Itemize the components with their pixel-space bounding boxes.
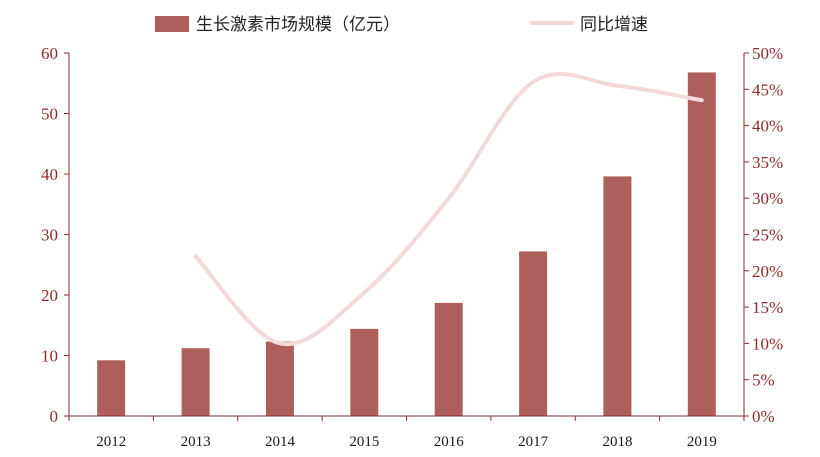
bar-2019 bbox=[687, 72, 716, 417]
x-tick-label: 2017 bbox=[518, 434, 549, 450]
axes bbox=[64, 52, 749, 421]
legend: 生长激素市场规模（亿元） 同比增速 bbox=[155, 15, 648, 35]
y-right-tick-label: 35% bbox=[752, 153, 783, 172]
bar-2012 bbox=[97, 360, 126, 416]
legend-line-label: 同比增速 bbox=[580, 15, 648, 35]
bar-2013 bbox=[181, 348, 210, 416]
bar-2016 bbox=[434, 302, 463, 416]
x-tick-label: 2012 bbox=[96, 434, 126, 450]
bar-2017 bbox=[519, 251, 548, 416]
y-right-tick-label: 15% bbox=[752, 298, 783, 317]
y-left-tick-label: 60 bbox=[41, 44, 58, 63]
x-tick-label: 2013 bbox=[181, 434, 211, 450]
x-tick-label: 2014 bbox=[265, 434, 296, 450]
y-left-tick-label: 50 bbox=[41, 105, 58, 124]
x-tick-label: 2015 bbox=[349, 434, 379, 450]
growth-line bbox=[193, 71, 704, 347]
y-right-tick-label: 25% bbox=[752, 226, 783, 245]
y-right-tick-label: 45% bbox=[752, 80, 783, 99]
legend-bar-swatch bbox=[155, 16, 189, 32]
axis-labels: 0 10 20 30 40 50 60 0% 5% 10% 15% 20% 25% 30% 35% 40% 45… bbox=[41, 44, 783, 450]
x-tick-label: 2016 bbox=[434, 434, 465, 450]
y-right-tick-label: 0% bbox=[752, 407, 775, 426]
y-right-tick-label: 50% bbox=[752, 44, 783, 63]
y-left-tick-label: 0 bbox=[50, 407, 59, 426]
bar-series bbox=[97, 72, 716, 417]
bar-2015 bbox=[350, 328, 379, 416]
y-left-tick-label: 30 bbox=[41, 226, 58, 245]
y-right-tick-label: 30% bbox=[752, 189, 783, 208]
x-tick-label: 2019 bbox=[687, 434, 717, 450]
y-right-tick-label: 10% bbox=[752, 334, 783, 353]
y-right-tick-label: 40% bbox=[752, 117, 783, 136]
bar-2018 bbox=[603, 176, 632, 416]
y-left-tick-label: 40 bbox=[41, 165, 58, 184]
x-tick-label: 2018 bbox=[602, 434, 632, 450]
y-left-tick-label: 10 bbox=[41, 347, 58, 366]
growth-line-series bbox=[193, 71, 704, 347]
y-right-tick-label: 20% bbox=[752, 262, 783, 281]
legend-bar-label: 生长激素市场规模（亿元） bbox=[196, 15, 400, 35]
y-left-tick-label: 20 bbox=[41, 286, 58, 305]
y-right-tick-label: 5% bbox=[752, 371, 775, 390]
bar-2014 bbox=[265, 341, 294, 416]
